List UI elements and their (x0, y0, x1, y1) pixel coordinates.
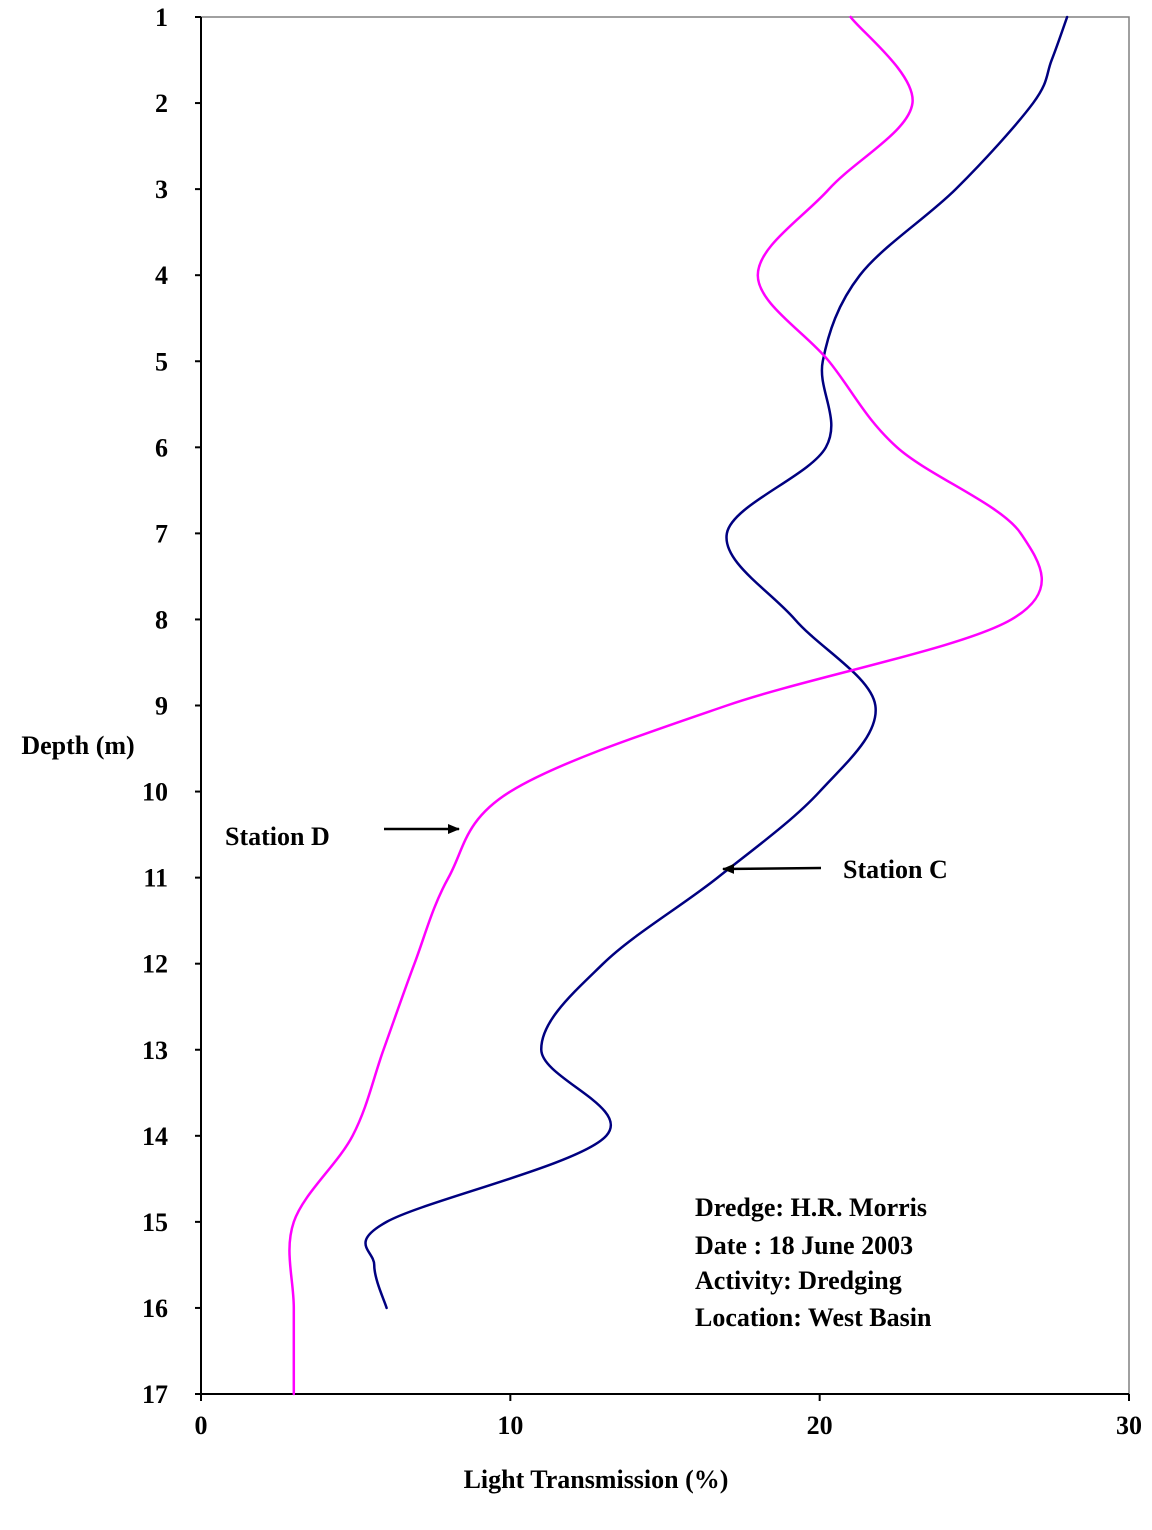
x-axis-title: Light Transmission (%) (464, 1465, 729, 1494)
note-dredge: Dredge: H.R. Morris (695, 1193, 927, 1222)
y-tick-label: 9 (155, 692, 168, 721)
x-tick-label: 30 (1116, 1411, 1142, 1440)
note-location: Location: West Basin (695, 1303, 932, 1332)
station-c-line (364, 15, 1069, 1310)
x-tick-label: 20 (807, 1411, 833, 1440)
y-tick-label: 14 (142, 1122, 168, 1151)
y-tick-label: 17 (142, 1380, 168, 1409)
station-c-label: Station C (843, 855, 948, 884)
x-tick-label: 0 (195, 1411, 208, 1440)
y-tick-label: 10 (142, 778, 168, 807)
station-d-label: Station D (225, 822, 330, 851)
y-tick-label: 2 (155, 89, 168, 118)
y-tick-label: 12 (142, 950, 168, 979)
x-tick-label: 10 (497, 1411, 523, 1440)
y-tick-label: 1 (155, 3, 168, 32)
info-note: Dredge: H.R. Morris Date : 18 June 2003 … (695, 1193, 932, 1332)
y-tick-label: 11 (143, 864, 168, 893)
y-tick-label: 4 (155, 261, 168, 290)
y-tick-label: 5 (155, 347, 168, 376)
y-tick-label: 7 (155, 519, 168, 548)
y-tick-label: 8 (155, 605, 168, 634)
y-tick-label: 3 (155, 175, 168, 204)
note-activity: Activity: Dredging (695, 1266, 902, 1295)
y-axis-title: Depth (m) (21, 731, 134, 760)
note-date: Date : 18 June 2003 (695, 1231, 913, 1260)
y-tick-label: 15 (142, 1208, 168, 1237)
y-tick-label: 6 (155, 433, 168, 462)
station-d-line (288, 15, 1043, 1396)
station-c-arrow (722, 863, 822, 874)
y-tick-label: 16 (142, 1294, 168, 1323)
y-tick-label: 13 (142, 1036, 168, 1065)
plot-area-border (200, 16, 1130, 1395)
